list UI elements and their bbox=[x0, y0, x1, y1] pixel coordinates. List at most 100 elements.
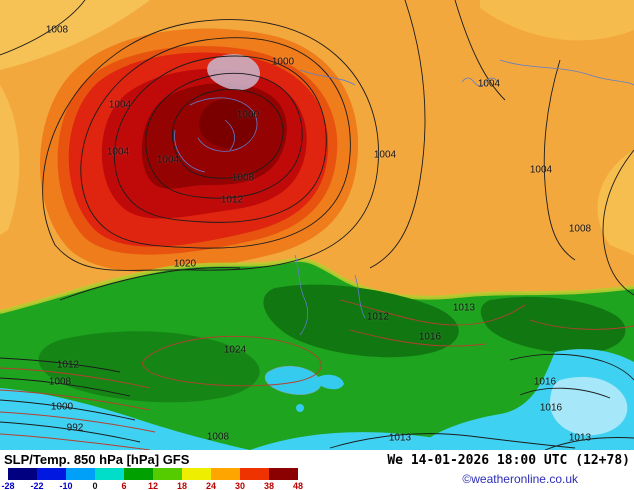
dark-green-patch-left bbox=[38, 331, 260, 403]
yellow-patch bbox=[597, 150, 634, 255]
isobar-label: 1000 bbox=[50, 401, 74, 413]
blue-line bbox=[189, 97, 258, 152]
temperature-scale: -28 -22 -10 0 6 12 18 24 30 38 48 bbox=[1, 468, 303, 490]
isobar-line bbox=[543, 59, 576, 261]
blue-line bbox=[174, 129, 206, 173]
isobar-line bbox=[80, 37, 351, 249]
isobar-line bbox=[544, 437, 634, 450]
scale-label: 48 bbox=[292, 481, 304, 490]
blue-line bbox=[499, 59, 634, 86]
red-contours bbox=[0, 299, 634, 450]
cyan-small-patch bbox=[318, 374, 344, 390]
copyright: ©weatheronline.co.uk bbox=[462, 472, 578, 486]
yellow-patch bbox=[480, 0, 634, 41]
scale-segment bbox=[211, 468, 240, 480]
isobar-label: 1008 bbox=[45, 24, 69, 36]
isobar-line bbox=[145, 73, 303, 199]
caption-row: SLP/Temp. 850 hPa [hPa] GFS We 14-01-202… bbox=[0, 450, 634, 468]
scale-segment bbox=[153, 468, 182, 480]
scale-label: 38 bbox=[263, 481, 275, 490]
isobar-line bbox=[519, 387, 611, 399]
isobar-label: 1024 bbox=[223, 344, 247, 356]
isobar-contours bbox=[0, 0, 634, 450]
scale-segment bbox=[240, 468, 269, 480]
isobar-label: 1004 bbox=[529, 164, 553, 176]
isobar-label: 1012 bbox=[56, 359, 80, 371]
isobar-label: 1016 bbox=[418, 331, 442, 343]
yellow-patch bbox=[0, 0, 150, 70]
isobar-label: 1016 bbox=[539, 402, 563, 414]
red-contour-line bbox=[0, 411, 156, 433]
blue-squiggle bbox=[461, 77, 499, 87]
isobar-label: 1004 bbox=[373, 149, 397, 161]
scale-segment bbox=[95, 468, 124, 480]
blue-line bbox=[294, 254, 309, 336]
isobar-label: 1020 bbox=[173, 258, 197, 270]
green-edge-transition bbox=[0, 257, 634, 314]
scale-segment bbox=[66, 468, 95, 480]
mild-green-region bbox=[0, 257, 634, 450]
isobar-label: 1000 bbox=[236, 109, 260, 121]
temperature-scale-labels: -28 -22 -10 0 6 12 18 24 30 38 48 bbox=[1, 481, 303, 490]
blue-line bbox=[299, 69, 356, 86]
scale-label: -22 bbox=[30, 481, 44, 490]
isobar-label: 1008 bbox=[48, 376, 72, 388]
dark-green-patch-center bbox=[263, 284, 459, 358]
isobar-line bbox=[0, 377, 131, 397]
cyan-speck bbox=[296, 404, 304, 412]
isobar-label: 1008 bbox=[568, 223, 592, 235]
scale-label: -10 bbox=[59, 481, 73, 490]
red-contour-line bbox=[142, 335, 322, 387]
warm-anomaly-region bbox=[40, 28, 359, 273]
dark-green-patch-right bbox=[480, 296, 626, 354]
isobar-line bbox=[42, 19, 379, 271]
isobar-label: 1013 bbox=[568, 432, 592, 444]
red-contour-line bbox=[349, 329, 486, 347]
isobar-label: 1013 bbox=[452, 302, 476, 314]
isobar-label: 1012 bbox=[366, 311, 390, 323]
isobar-line bbox=[369, 0, 426, 269]
temperature-scale-bar bbox=[8, 468, 298, 480]
scale-segment bbox=[182, 468, 211, 480]
isobar-line bbox=[329, 433, 576, 449]
blue-line bbox=[224, 119, 235, 151]
isobar-label: 1004 bbox=[156, 154, 180, 166]
isobar-label: 1008 bbox=[206, 431, 230, 443]
isobar-line bbox=[454, 0, 506, 101]
isobar-label: 1004 bbox=[477, 78, 501, 90]
yellow-patch bbox=[0, 85, 20, 235]
isobar-line bbox=[0, 0, 86, 56]
scale-segment bbox=[124, 468, 153, 480]
isobar-line bbox=[0, 357, 121, 373]
scale-segment bbox=[269, 468, 298, 480]
isobar-line bbox=[0, 421, 141, 443]
scale-segment bbox=[37, 468, 66, 480]
yellow-orange-patches bbox=[0, 0, 634, 255]
isobar-line bbox=[602, 149, 634, 296]
isobar-label: 1012 bbox=[220, 194, 244, 206]
scale-segment bbox=[8, 468, 37, 480]
cyan-peninsula-patch bbox=[264, 365, 322, 395]
gray-lavender-patch bbox=[207, 54, 260, 91]
red-contour-line bbox=[529, 319, 634, 330]
map-caption: SLP/Temp. 850 hPa [hPa] GFS bbox=[4, 452, 190, 467]
map-datetime: We 14-01-2026 18:00 UTC (12+78) bbox=[387, 453, 630, 468]
temperature-field-map bbox=[0, 0, 634, 450]
isobar-label: 1016 bbox=[533, 376, 557, 388]
isobar-label: 992 bbox=[66, 422, 84, 434]
isobar-line bbox=[172, 89, 284, 179]
isobar-label: 1013 bbox=[388, 432, 412, 444]
pale-blue-core bbox=[549, 376, 628, 436]
isobar-label: 1004 bbox=[106, 146, 130, 158]
isobar-label: 1000 bbox=[271, 56, 295, 68]
scale-label: 0 bbox=[92, 481, 98, 490]
green-band bbox=[0, 259, 634, 450]
red-contour-line bbox=[0, 389, 151, 411]
red-contour-line bbox=[339, 299, 526, 326]
isobar-label: 1008 bbox=[231, 172, 255, 184]
cold-cyan-region bbox=[0, 349, 634, 450]
scale-label: 6 bbox=[121, 481, 127, 490]
blue-lines bbox=[174, 59, 634, 336]
cyan-bottom-left bbox=[0, 388, 250, 450]
